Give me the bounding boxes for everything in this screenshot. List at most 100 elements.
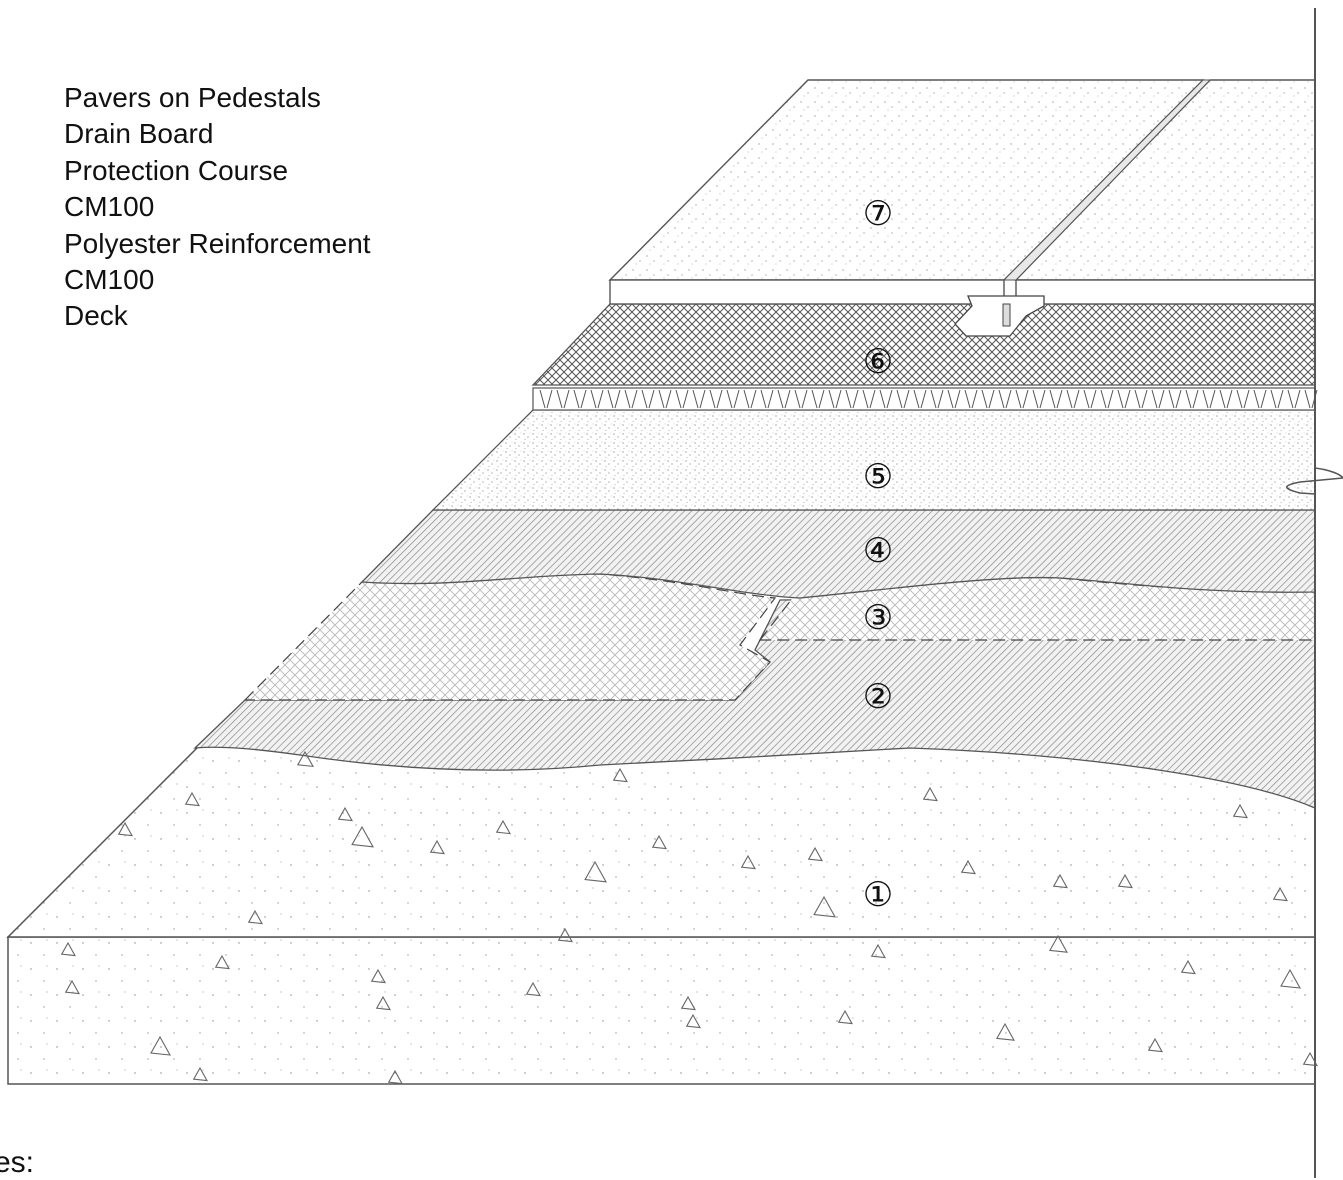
aggregate-triangle bbox=[150, 1035, 171, 1056]
dimple-mark bbox=[743, 389, 757, 409]
aggregate-triangle bbox=[1049, 934, 1068, 953]
layer-number-2: ② bbox=[863, 677, 893, 717]
dimple-mark bbox=[607, 389, 621, 409]
aggregate-triangle bbox=[351, 825, 374, 848]
dimple-mark bbox=[845, 389, 859, 409]
aggregate-triangle bbox=[837, 1009, 853, 1025]
dimple-mark bbox=[1049, 389, 1063, 409]
dimple-mark bbox=[760, 389, 774, 409]
aggregate-triangle bbox=[296, 750, 314, 768]
dimple-mark bbox=[709, 389, 723, 409]
dimple-mark bbox=[1219, 389, 1233, 409]
aggregate-triangle bbox=[584, 860, 607, 883]
deck-aggregate-marks bbox=[60, 750, 1318, 1085]
dimple-mark bbox=[1253, 389, 1267, 409]
dimple-mark bbox=[1151, 389, 1165, 409]
layer-number-5: ⑤ bbox=[863, 457, 893, 497]
dimple-mark bbox=[658, 389, 672, 409]
legend-item-polyester: Polyester Reinforcement bbox=[64, 227, 371, 259]
aggregate-triangle bbox=[685, 1013, 701, 1029]
aggregate-triangle bbox=[370, 968, 386, 984]
legend-item-deck: Deck bbox=[64, 300, 128, 332]
aggregate-triangle bbox=[60, 941, 76, 957]
aggregate-triangle bbox=[337, 806, 353, 822]
paver-joint bbox=[1002, 79, 1212, 281]
aggregate-triangle bbox=[557, 927, 573, 943]
aggregate-triangle bbox=[1232, 803, 1248, 819]
layer-number-7: ⑦ bbox=[863, 194, 893, 234]
dimple-mark bbox=[1066, 389, 1080, 409]
layer-number-6: ⑥ bbox=[863, 342, 893, 382]
aggregate-triangle bbox=[1180, 959, 1196, 975]
dimple-mark bbox=[998, 389, 1012, 409]
aggregate-triangle bbox=[813, 895, 836, 918]
dimple-mark bbox=[1083, 389, 1097, 409]
dimple-mark bbox=[777, 389, 791, 409]
dimple-mark bbox=[964, 389, 978, 409]
layer-legend: Pavers on Pedestals Drain Board Protecti… bbox=[64, 80, 371, 335]
aggregate-triangle bbox=[960, 859, 976, 875]
legend-item-pavers: Pavers on Pedestals bbox=[64, 82, 321, 113]
dimple-mark bbox=[556, 389, 570, 409]
drain-board-mesh bbox=[531, 303, 1316, 386]
dimple-mark bbox=[624, 389, 638, 409]
aggregate-triangle bbox=[192, 1066, 208, 1082]
dimple-mark bbox=[1032, 389, 1046, 409]
dimple-mark bbox=[896, 389, 910, 409]
dimple-mark bbox=[590, 389, 604, 409]
aggregate-triangle bbox=[807, 846, 823, 862]
aggregate-triangle bbox=[1147, 1037, 1163, 1053]
dimple-mark bbox=[811, 389, 825, 409]
dimple-mark bbox=[930, 389, 944, 409]
aggregate-triangle bbox=[184, 791, 200, 807]
aggregate-triangle bbox=[680, 995, 696, 1011]
aggregate-triangle bbox=[525, 981, 541, 997]
dimple-mark bbox=[1287, 389, 1301, 409]
pedestal bbox=[954, 295, 1045, 337]
dimple-mark bbox=[539, 389, 553, 409]
layer-number-3: ③ bbox=[863, 598, 893, 638]
legend-item-drain-board: Drain Board bbox=[64, 118, 214, 150]
layer-number-4: ④ bbox=[863, 531, 893, 571]
drain-board-dimple-marks bbox=[539, 389, 1318, 409]
aggregate-triangle bbox=[1302, 1051, 1318, 1067]
dimple-mark bbox=[828, 389, 842, 409]
deck-front-face bbox=[7, 936, 1316, 1085]
aggregate-triangle bbox=[495, 819, 511, 835]
dimple-mark bbox=[879, 389, 893, 409]
layer-number-1: ① bbox=[863, 875, 893, 915]
cm100-upper-layer bbox=[360, 509, 1316, 599]
dimple-mark bbox=[1202, 389, 1216, 409]
dimple-mark bbox=[641, 389, 655, 409]
aggregate-triangle bbox=[429, 839, 445, 855]
aggregate-triangle bbox=[375, 995, 391, 1011]
dimple-mark bbox=[981, 389, 995, 409]
dimple-mark bbox=[1168, 389, 1182, 409]
polyester-reinforcement-left bbox=[243, 573, 777, 701]
dimple-mark bbox=[1270, 389, 1284, 409]
paver-left-edge bbox=[609, 279, 1005, 305]
legend-item-protection-course: Protection Course bbox=[64, 154, 289, 186]
dimple-mark bbox=[1185, 389, 1199, 409]
cm100-lower-layer bbox=[193, 594, 1316, 809]
dimple-mark bbox=[947, 389, 961, 409]
dimple-mark bbox=[1236, 389, 1250, 409]
aggregate-triangle bbox=[612, 767, 628, 783]
legend-item-cm100-upper: CM100 bbox=[64, 191, 155, 223]
aggregate-triangle bbox=[740, 854, 756, 870]
dimple-mark bbox=[1100, 389, 1114, 409]
dimple-mark bbox=[692, 389, 706, 409]
aggregate-triangle bbox=[214, 954, 230, 970]
dimple-mark bbox=[675, 389, 689, 409]
aggregate-triangle bbox=[1280, 968, 1301, 989]
aggregate-triangle bbox=[387, 1069, 403, 1085]
dimple-mark bbox=[794, 389, 808, 409]
dimple-mark bbox=[913, 389, 927, 409]
aggregate-triangle bbox=[922, 786, 938, 802]
dimple-mark bbox=[1117, 389, 1131, 409]
dimple-mark bbox=[726, 389, 740, 409]
aggregate-triangle bbox=[247, 909, 263, 925]
dimple-mark bbox=[1134, 389, 1148, 409]
aggregate-triangle bbox=[117, 821, 133, 837]
